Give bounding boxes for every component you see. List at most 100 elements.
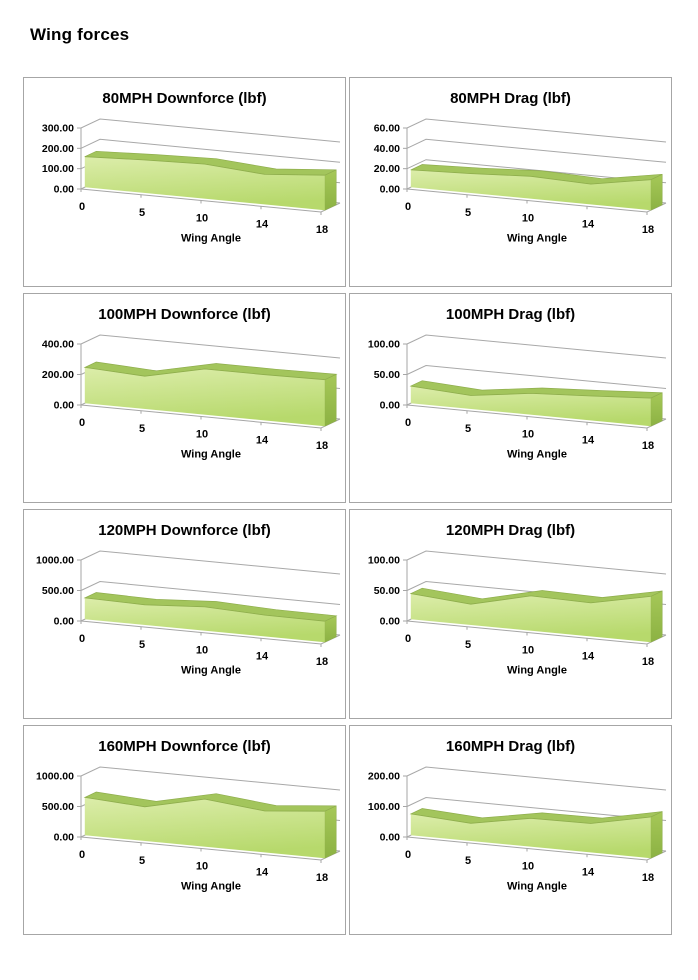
svg-text:10: 10 (196, 861, 208, 873)
svg-text:5: 5 (139, 639, 145, 651)
svg-text:0: 0 (405, 417, 411, 429)
svg-text:10: 10 (196, 645, 208, 657)
svg-text:18: 18 (316, 440, 328, 452)
page-title: Wing forces (30, 25, 130, 44)
chart-title: 80MPH Downforce (lbf) (102, 90, 267, 107)
svg-text:0.00: 0.00 (380, 184, 401, 196)
chart-title: 160MPH Drag (lbf) (445, 738, 576, 755)
svg-text:18: 18 (642, 872, 654, 884)
chart-card: 0.00 500.00 1000.00 0 5 10 14 18 Wing Angle 160M… (23, 725, 346, 935)
svg-text:0: 0 (79, 849, 85, 861)
svg-text:50.00: 50.00 (374, 369, 400, 381)
svg-text:14: 14 (582, 650, 595, 662)
svg-text:14: 14 (582, 866, 595, 878)
svg-text:Wing Angle: Wing Angle (507, 665, 567, 677)
svg-text:0: 0 (405, 849, 411, 861)
svg-text:14: 14 (256, 218, 269, 230)
svg-text:60.00: 60.00 (374, 123, 400, 135)
svg-text:10: 10 (522, 861, 534, 873)
svg-text:18: 18 (316, 224, 328, 236)
svg-text:0: 0 (79, 201, 85, 213)
svg-text:0: 0 (79, 417, 85, 429)
svg-text:5: 5 (465, 639, 471, 651)
svg-text:1000.00: 1000.00 (36, 771, 74, 783)
svg-text:100.00: 100.00 (368, 801, 400, 813)
svg-text:0.00: 0.00 (54, 616, 75, 628)
chart-title: 160MPH Downforce (lbf) (98, 738, 271, 755)
chart-title: 120MPH Drag (lbf) (445, 522, 576, 539)
svg-text:18: 18 (316, 872, 328, 884)
chart-card: 0.00 200.00 400.00 0 5 10 14 18 Wing Angle 100MP… (23, 293, 346, 503)
svg-text:0: 0 (405, 633, 411, 645)
svg-text:10: 10 (196, 429, 208, 441)
svg-text:Wing Angle: Wing Angle (181, 881, 241, 893)
chart-canvas: 0.00 100.00 200.00 0 5 10 14 18 Wing Angle (368, 766, 667, 893)
svg-text:100.00: 100.00 (368, 555, 400, 567)
svg-text:20.00: 20.00 (374, 163, 400, 175)
chart-card: 0.00 20.00 40.00 60.00 0 5 10 14 18 Wing Angle 80… (349, 77, 672, 287)
svg-text:18: 18 (642, 656, 654, 668)
chart-canvas: 0.00 50.00 100.00 0 5 10 14 18 Wing Angle (368, 334, 667, 461)
chart-canvas: 0.00 500.00 1000.00 0 5 10 14 18 Wing Angle (36, 550, 341, 677)
svg-text:18: 18 (642, 224, 654, 236)
svg-text:Wing Angle: Wing Angle (181, 665, 241, 677)
svg-text:18: 18 (642, 440, 654, 452)
chart-canvas: 0.00 50.00 100.00 0 5 10 14 18 Wing Angle (368, 550, 667, 677)
charts-grid: 0.00 100.00 200.00 300.00 0 5 10 14 18 Wing Angle… (23, 77, 672, 935)
chart-card: 0.00 50.00 100.00 0 5 10 14 18 Wing Angle 120MPH… (349, 509, 672, 719)
svg-text:0.00: 0.00 (54, 184, 75, 196)
svg-text:1000.00: 1000.00 (36, 555, 74, 567)
svg-text:200.00: 200.00 (42, 369, 74, 381)
svg-text:10: 10 (522, 429, 534, 441)
chart-title: 80MPH Drag (lbf) (450, 90, 571, 107)
svg-text:18: 18 (316, 656, 328, 668)
svg-text:10: 10 (196, 213, 208, 225)
chart-card: 0.00 50.00 100.00 0 5 10 14 18 Wing Angle 100MPH… (349, 293, 672, 503)
svg-text:5: 5 (139, 423, 145, 435)
svg-text:0: 0 (79, 633, 85, 645)
svg-text:14: 14 (256, 434, 269, 446)
svg-text:Wing Angle: Wing Angle (507, 449, 567, 461)
svg-text:14: 14 (256, 650, 269, 662)
svg-text:300.00: 300.00 (42, 123, 74, 135)
svg-text:Wing Angle: Wing Angle (181, 449, 241, 461)
svg-text:Wing Angle: Wing Angle (181, 233, 241, 245)
svg-text:0.00: 0.00 (54, 400, 75, 412)
chart-card: 0.00 100.00 200.00 0 5 10 14 18 Wing Angle 160MP… (349, 725, 672, 935)
chart-title: 100MPH Drag (lbf) (445, 306, 576, 323)
svg-text:40.00: 40.00 (374, 143, 400, 155)
svg-text:500.00: 500.00 (42, 801, 74, 813)
svg-text:500.00: 500.00 (42, 585, 74, 597)
svg-text:0: 0 (405, 201, 411, 213)
svg-text:200.00: 200.00 (368, 771, 400, 783)
svg-text:10: 10 (522, 645, 534, 657)
svg-text:5: 5 (139, 207, 145, 219)
svg-text:5: 5 (465, 855, 471, 867)
chart-canvas: 0.00 500.00 1000.00 0 5 10 14 18 Wing Angle (36, 766, 341, 893)
svg-text:200.00: 200.00 (42, 143, 74, 155)
svg-text:0.00: 0.00 (380, 832, 401, 844)
chart-card: 0.00 500.00 1000.00 0 5 10 14 18 Wing Angle 120M… (23, 509, 346, 719)
chart-canvas: 0.00 20.00 40.00 60.00 0 5 10 14 18 Wing Angle (374, 118, 667, 245)
svg-text:0.00: 0.00 (380, 400, 401, 412)
svg-text:14: 14 (582, 434, 595, 446)
svg-text:5: 5 (465, 207, 471, 219)
chart-canvas: 0.00 200.00 400.00 0 5 10 14 18 Wing Angle (42, 334, 341, 461)
chart-title: 120MPH Downforce (lbf) (98, 522, 271, 539)
chart-canvas: 0.00 100.00 200.00 300.00 0 5 10 14 18 Wing Angle (42, 118, 341, 245)
chart-card: 0.00 100.00 200.00 300.00 0 5 10 14 18 Wing Angle… (23, 77, 346, 287)
svg-text:Wing Angle: Wing Angle (507, 881, 567, 893)
svg-text:400.00: 400.00 (42, 339, 74, 351)
svg-text:14: 14 (582, 218, 595, 230)
svg-text:10: 10 (522, 213, 534, 225)
svg-text:0.00: 0.00 (380, 616, 401, 628)
svg-text:50.00: 50.00 (374, 585, 400, 597)
svg-text:5: 5 (465, 423, 471, 435)
svg-text:14: 14 (256, 866, 269, 878)
svg-text:Wing Angle: Wing Angle (507, 233, 567, 245)
chart-title: 100MPH Downforce (lbf) (98, 306, 271, 323)
svg-text:100.00: 100.00 (42, 163, 74, 175)
svg-text:100.00: 100.00 (368, 339, 400, 351)
svg-text:5: 5 (139, 855, 145, 867)
